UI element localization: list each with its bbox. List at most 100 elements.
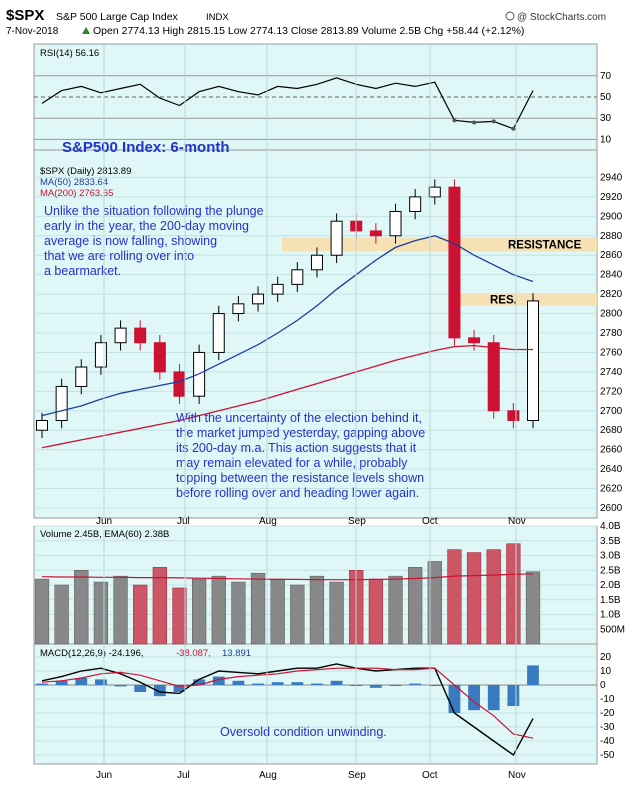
macd-hist-bar-23 [487,685,500,711]
candle-body-24 [507,410,520,421]
rsi-oversold-point-23 [491,119,496,124]
candle-body-15 [330,220,343,256]
macd-hist-bar-1 [55,680,68,685]
candle-body-17 [369,230,382,237]
annotation-line-11: before rolling over and heading lower ag… [176,486,419,500]
annotation-line-6: With the uncertainty of the election beh… [176,411,422,425]
price-tick-2880: 2880 [600,231,623,242]
macd-hist-bar-13 [291,682,304,685]
month-label-lower-Jul: Jul [177,770,190,781]
month-label-lower-Aug: Aug [259,770,277,781]
candle-body-7 [173,371,186,397]
rsi-oversold-point-24 [511,126,516,131]
annotation-line-1: Unlike the situation following the plung… [44,204,264,218]
volume-tick-7: 500M [600,624,625,635]
volume-bar-5 [133,584,148,645]
resistance-band-label-0: RESISTANCE [508,240,582,252]
price-tick-2780: 2780 [600,328,623,339]
exchange: INDX [206,12,229,23]
volume-layer: 4.0B 3.5B 3.0B 2.5B 2.0B 1.5B 1.0B 500M [34,521,625,645]
volume-bar-25 [525,571,541,645]
macd-hist-bar-5 [134,685,147,692]
volume-bar-13 [290,584,305,645]
price-tick-2680: 2680 [600,425,623,436]
macd-hist-bar-10 [232,680,245,685]
rsi-legend: RSI(14) 56.16 [40,48,99,59]
index-name: S&P 500 Large Cap Index [56,11,179,23]
rsi-layer: 70 50 30 10 [34,71,612,145]
candle-body-2 [75,366,88,387]
price-tick-2640: 2640 [600,464,623,475]
macd-hist-bar-15 [330,680,343,685]
quote-date: 7-Nov-2018 [6,26,59,37]
macd-tick--20: -20 [600,708,615,719]
candle-body-25 [527,300,539,421]
volume-bar-6 [152,567,167,645]
macd-hist-bar-22 [468,685,480,711]
macd-tick--40: -40 [600,736,615,747]
price-legend-ma50: MA(50) 2833.64 [40,177,108,188]
volume-bar-21 [447,549,462,645]
price-panel [33,149,598,519]
macd-hist-bar-14 [311,683,323,685]
candle-body-1 [55,385,68,422]
macd-hist-bar-0 [36,683,48,685]
candle-body-3 [94,342,107,368]
month-label-upper-Nov: Nov [508,516,526,527]
volume-legend: Volume 2.45B, EMA(60) 2.38B [40,529,169,540]
volume-tick-4: 2.0B [600,580,621,591]
annotation-line-9: may remain elevated for a while, probabl… [176,456,408,470]
volume-tick-2: 3.0B [600,551,621,562]
candle-body-22 [468,337,481,344]
price-tick-2820: 2820 [600,289,623,300]
rsi-oversold-point-22 [472,120,477,125]
annotation-line-7: the market jumped yesterday, gapping abo… [176,426,425,440]
candle-body-11 [252,293,265,305]
month-label-upper-Oct: Oct [422,516,438,527]
candle-body-20 [428,186,441,198]
month-label-upper-Sep: Sep [348,516,366,527]
volume-bar-17 [368,578,384,645]
macd-annotation: Oversold condition unwinding. [220,725,387,739]
resistance-band-0 [282,237,597,252]
candle-body-6 [153,342,166,373]
macd-hist-bar-11 [252,683,264,685]
rsi-tick-70: 70 [600,71,612,82]
price-tick-2620: 2620 [600,484,623,495]
candle-body-9 [212,313,225,353]
volume-bar-10 [231,581,246,645]
macd-signal-line [41,667,534,739]
volume-tick-0: 4.0B [600,521,621,532]
volume-bar-19 [408,567,423,645]
annotation-line-5: a bearmarket. [44,264,121,278]
month-label-upper-Jun: Jun [96,516,112,527]
volume-bar-20 [427,561,442,645]
rsi-oversold-point-21 [452,118,457,123]
candle-body-0 [36,420,48,431]
volume-tick-1: 3.5B [600,536,621,547]
volume-bar-15 [329,581,344,645]
price-tick-2760: 2760 [600,347,623,358]
macd-tick--50: -50 [600,750,615,761]
volume-bar-7 [172,587,187,645]
price-tick-2740: 2740 [600,367,623,378]
chart-title: S&P500 Index: 6-month [62,139,230,156]
macd-tick--30: -30 [600,722,615,733]
candle-body-14 [310,254,323,271]
price-tick-2840: 2840 [600,270,623,281]
ma50-line [41,235,534,417]
volume-ema-line [41,573,534,581]
month-label-lower-Jun: Jun [96,770,112,781]
rsi-line [41,77,534,130]
ma200-line [41,344,533,449]
volume-bar-9 [211,575,226,645]
month-label-lower-Nov: Nov [508,770,526,781]
volume-bar-2 [74,570,89,645]
macd-hist-bar-20 [428,685,441,686]
macd-hist-bar-18 [389,685,402,686]
macd-hist-bar-19 [409,683,422,685]
macd-line [41,663,534,757]
macd-legend-signal: -38.087, [176,648,211,659]
